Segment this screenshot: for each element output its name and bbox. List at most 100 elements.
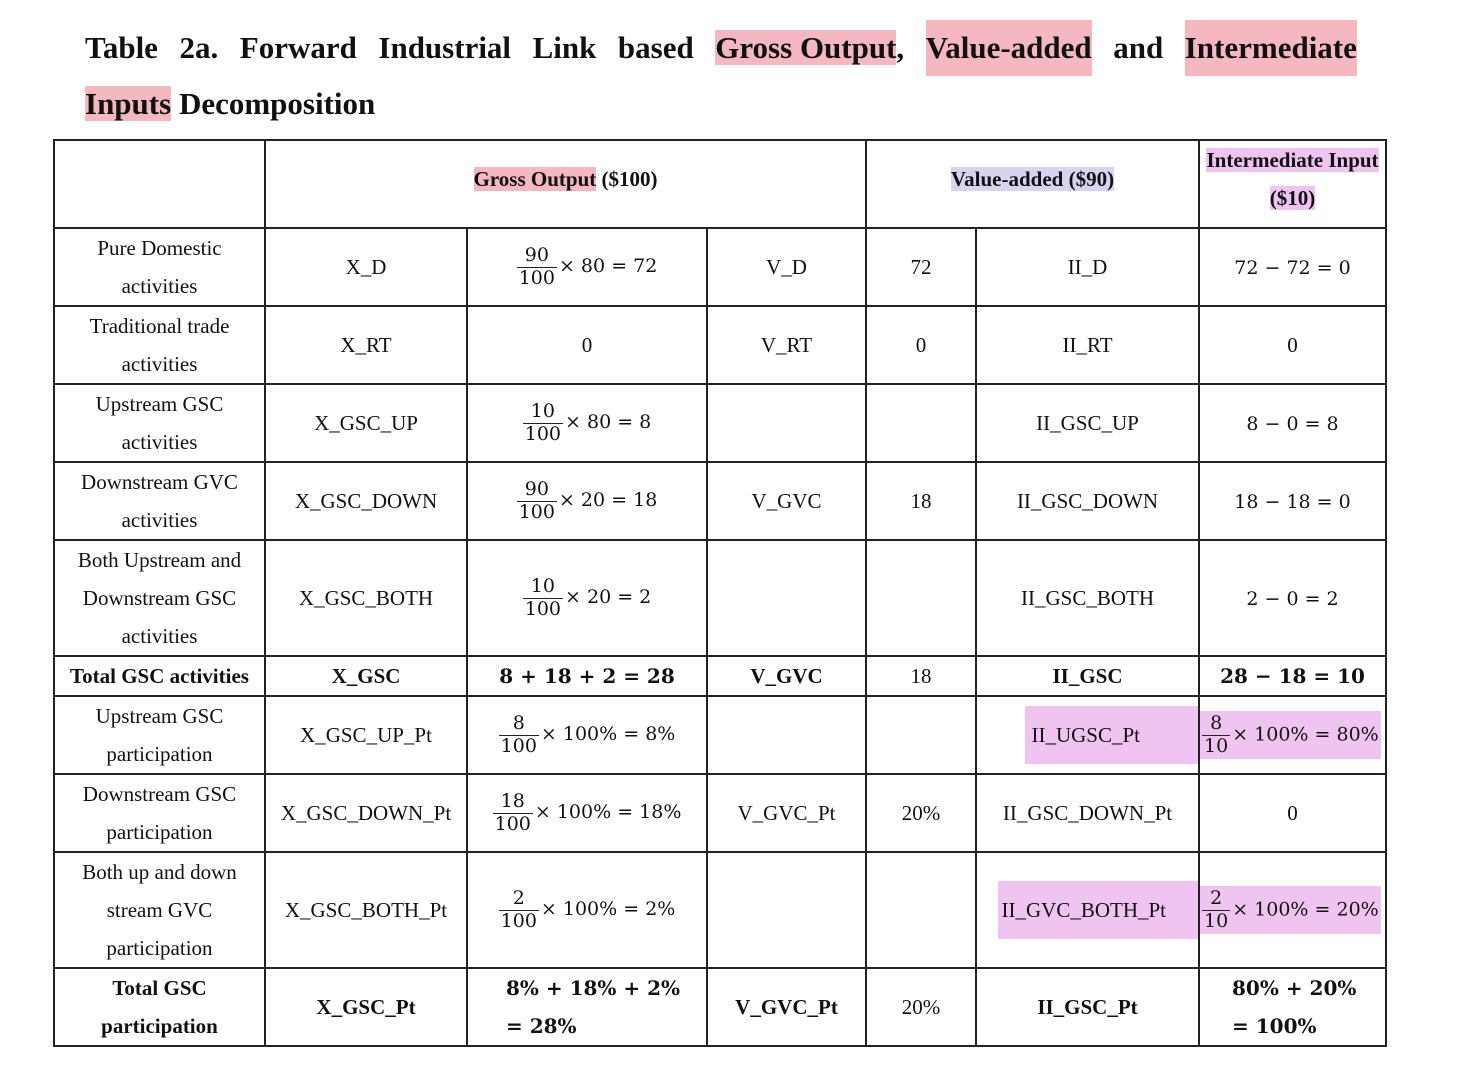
x-variable: X_GSC_Pt <box>264 967 468 1047</box>
ii-value: 0 <box>1198 773 1388 853</box>
v-variable: V_RT <box>705 305 868 385</box>
x-variable: X_GSC_BOTH_Pt <box>264 851 468 969</box>
x-variable: X_GSC_BOTH <box>264 539 468 657</box>
x-variable: X_GSC_DOWN_Pt <box>264 773 468 853</box>
x-formula: 18 100 × 100% = 18% <box>466 773 708 853</box>
v-value: 72 <box>865 227 978 307</box>
title-gross-output: Gross Output <box>715 30 897 65</box>
ii-value: 28 − 18 = 10 <box>1198 655 1388 697</box>
table-row: Downstream GVC activities X_GSC_DOWN 90 10… <box>53 461 1388 541</box>
ii-formula: 8 10 × 100% = 80% <box>1198 695 1388 775</box>
header-value-added: Value-added ($90) <box>865 139 1201 229</box>
title-and: and <box>1113 30 1164 65</box>
row-label: Upstream GSC participation <box>53 695 266 775</box>
v-variable: V_GVC_Pt <box>705 773 868 853</box>
title-word-forward: Forward <box>239 30 357 65</box>
v-variable <box>705 383 868 463</box>
v-variable <box>705 851 868 969</box>
header-row: Gross Output ($100) Value-added ($90) In… <box>53 139 1388 229</box>
row-label: Downstream GVC activities <box>53 461 266 541</box>
header-gross-output-label: Gross Output <box>473 167 597 191</box>
table-title: Table 2a. Forward Industrial Link based … <box>85 20 1357 132</box>
decomposition-table: Gross Output ($100) Value-added ($90) In… <box>53 139 1388 1047</box>
title-intermediate: Intermediate <box>1184 20 1357 76</box>
x-formula: 90 100 × 80 = 72 <box>466 227 708 307</box>
x-variable: X_GSC_UP_Pt <box>264 695 468 775</box>
row-label: Downstream GSC participation <box>53 773 266 853</box>
row-label: Traditional trade activities <box>53 305 266 385</box>
ii-variable: II_GSC_DOWN <box>975 461 1201 541</box>
row-label: Total GSC activities <box>53 655 266 697</box>
row-label: Upstream GSC activities <box>53 383 266 463</box>
table-row: Upstream GSC activities X_GSC_UP 10 100 × 8… <box>53 383 1388 463</box>
table-row-total: Total GSC participation X_GSC_Pt 8% + 18%… <box>53 967 1388 1047</box>
v-value <box>865 695 978 775</box>
x-value: 0 <box>466 305 708 385</box>
header-intermediate-input: Intermediate Input ($10) <box>1198 139 1388 229</box>
title-decomposition: Decomposition <box>171 86 376 121</box>
table-row: Traditional trade activities X_RT 0 V_RT … <box>53 305 1388 385</box>
x-value: 8 + 18 + 2 = 28 <box>466 655 708 697</box>
table-row: Both Upstream and Downstream GSC activitie… <box>53 539 1388 657</box>
x-formula: 90 100 × 20 = 18 <box>466 461 708 541</box>
title-word-based: based <box>617 30 694 65</box>
ii-value: 72 − 72 = 0 <box>1198 227 1388 307</box>
ii-value: 0 <box>1198 305 1388 385</box>
title-comma: , <box>896 30 905 65</box>
v-value <box>865 851 978 969</box>
v-value <box>865 383 978 463</box>
ii-variable: II_GSC_UP <box>975 383 1201 463</box>
row-label: Total GSC participation <box>53 967 266 1047</box>
x-variable: X_GSC_DOWN <box>264 461 468 541</box>
title-inputs: Inputs <box>85 86 172 121</box>
x-variable: X_RT <box>264 305 468 385</box>
x-formula: 2 100 × 100% = 2% <box>466 851 708 969</box>
table-row-total: Total GSC activities X_GSC 8 + 18 + 2 = … <box>53 655 1388 697</box>
header-empty-cell <box>53 139 266 229</box>
v-value: 20% <box>865 773 978 853</box>
ii-variable: II_RT <box>975 305 1201 385</box>
title-word-link: Link <box>532 30 597 65</box>
ii-value: 18 − 18 = 0 <box>1198 461 1388 541</box>
table-row: Both up and down stream GVC participation … <box>53 851 1388 969</box>
v-value: 0 <box>865 305 978 385</box>
v-variable: V_GVC_Pt <box>705 967 868 1047</box>
header-value-added-amount: ($90) <box>1063 167 1115 191</box>
x-variable: X_GSC <box>264 655 468 697</box>
header-gross-output: Gross Output ($100) <box>263 139 868 229</box>
v-value: 18 <box>865 461 978 541</box>
v-value <box>865 539 978 657</box>
v-variable: V_D <box>705 227 868 307</box>
v-variable: V_GVC <box>705 655 868 697</box>
header-intermediate-amount: ($10) <box>1269 186 1316 210</box>
table-row: Downstream GSC participation X_GSC_DOWN_P… <box>53 773 1388 853</box>
ii-formula: 2 10 × 100% = 20% <box>1198 851 1388 969</box>
x-variable: X_GSC_UP <box>264 383 468 463</box>
title-word-2a: 2a. <box>179 30 219 65</box>
ii-value: 2 − 0 = 2 <box>1198 539 1388 657</box>
x-formula: 10 100 × 80 = 8 <box>466 383 708 463</box>
v-value: 18 <box>865 655 978 697</box>
header-intermediate-label: Intermediate Input <box>1206 148 1379 172</box>
row-label: Both up and down stream GVC participation <box>53 851 266 969</box>
v-variable <box>705 539 868 657</box>
ii-variable: II_GSC_DOWN_Pt <box>975 773 1201 853</box>
ii-variable: II_GSC <box>975 655 1201 697</box>
row-label: Both Upstream and Downstream GSC activitie… <box>53 539 266 657</box>
title-value-added: Value-added <box>925 20 1092 76</box>
title-line-2: Inputs Decomposition <box>85 76 1357 132</box>
ii-value: 8 − 0 = 8 <box>1198 383 1388 463</box>
ii-variable: II_GSC_Pt <box>975 967 1201 1047</box>
x-formula: 8 100 × 100% = 8% <box>466 695 708 775</box>
x-formula: 10 100 × 20 = 2 <box>466 539 708 657</box>
v-variable: V_GVC <box>705 461 868 541</box>
title-word-industrial: Industrial <box>378 30 512 65</box>
ii-value: 80% + 20% = 100% <box>1198 967 1388 1047</box>
x-value: 8% + 18% + 2% = 28% <box>466 967 708 1047</box>
v-variable <box>705 695 868 775</box>
title-line-1: Table 2a. Forward Industrial Link based … <box>85 20 1357 76</box>
ii-variable: II_GVC_BOTH_Pt <box>975 851 1201 969</box>
v-value: 20% <box>865 967 978 1047</box>
ii-variable: II_UGSC_Pt <box>975 695 1201 775</box>
